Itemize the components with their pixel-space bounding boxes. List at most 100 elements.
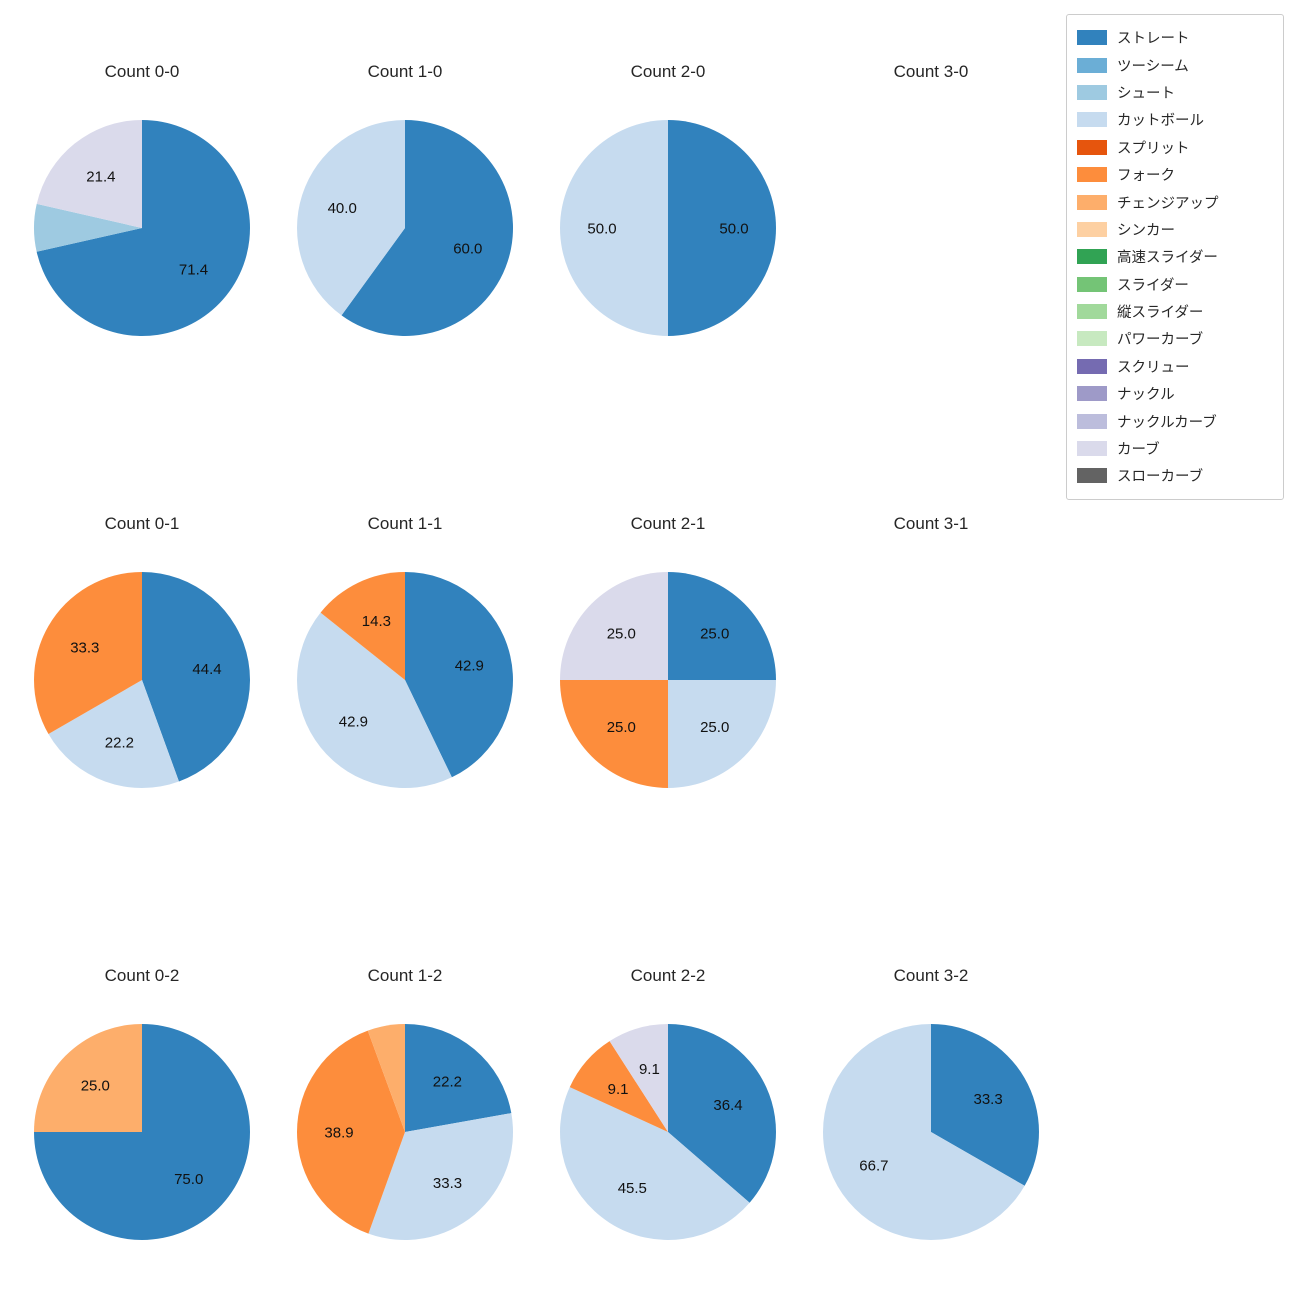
- pie-slice: [367, 1024, 405, 1132]
- pie-chart: 25.0 25.0 25.0 25.0: [560, 572, 776, 788]
- legend-item: チェンジアップ: [1077, 188, 1273, 215]
- legend-color-swatch: [1077, 304, 1107, 320]
- chart-title: Count 2-1: [630, 514, 706, 533]
- slice-value-label: 14.3: [362, 613, 391, 630]
- legend-label: ナックル: [1117, 387, 1175, 404]
- legend-label: ストレート: [1117, 31, 1190, 48]
- chart-title: Count 0-0: [104, 62, 180, 81]
- chart-title: Count 1-2: [367, 966, 443, 985]
- pie-slice: [320, 572, 405, 680]
- pie-chart: 22.2 33.3 38.9: [297, 1024, 513, 1241]
- pie-slice: [560, 572, 668, 680]
- legend-label: ナックルカーブ: [1117, 414, 1217, 431]
- legend-color-swatch: [1077, 358, 1107, 374]
- legend: ストレート ツーシーム シュート カットボール スプリット フォーク チェンジアップ シンカー…: [1066, 14, 1284, 500]
- legend-color-swatch: [1077, 57, 1107, 73]
- pie-slice: [668, 120, 776, 336]
- slice-value-label: 40.0: [328, 200, 357, 217]
- pie-chart-cell: Count 2-2 36.4 45.5 9.1 9.1: [537, 956, 799, 1252]
- pie-chart-cell: Count 0-0 71.4 21.4: [11, 52, 273, 348]
- pie-slice: [668, 572, 776, 680]
- slice-value-label: 21.4: [86, 169, 115, 186]
- legend-color-swatch: [1077, 386, 1107, 402]
- chart-title: Count 1-0: [367, 62, 443, 81]
- pie-chart: 60.0 40.0: [297, 120, 514, 336]
- pie-slice: [341, 120, 514, 336]
- pie-slice: [822, 1024, 1025, 1240]
- legend-label: パワーカーブ: [1117, 332, 1204, 349]
- legend-color-swatch: [1077, 112, 1107, 128]
- pie-slice: [297, 120, 405, 316]
- pie-slice: [560, 120, 668, 336]
- slice-value-label: 36.4: [713, 1097, 742, 1114]
- legend-label: スクリュー: [1117, 359, 1190, 376]
- pie-chart: 36.4 45.5 9.1 9.1: [560, 1024, 776, 1240]
- legend-color-swatch: [1077, 276, 1107, 292]
- slice-value-label: 22.2: [433, 1074, 462, 1091]
- pie-slice: [297, 1030, 405, 1234]
- legend-item: シュート: [1077, 79, 1273, 106]
- slice-value-label: 50.0: [587, 220, 616, 237]
- legend-label: スローカーブ: [1117, 469, 1204, 486]
- pie-slice: [142, 572, 251, 782]
- legend-item: スライダー: [1077, 271, 1273, 298]
- pie-chart-cell: Count 2-1 25.0 25.0 25.0 25.0: [537, 504, 799, 800]
- legend-item: 高速スライダー: [1077, 243, 1273, 270]
- legend-label: シュート: [1117, 85, 1175, 102]
- pie-chart: 42.9 42.9 14.3: [296, 572, 513, 788]
- chart-title: Count 1-1: [367, 514, 443, 533]
- legend-label: 縦スライダー: [1117, 305, 1204, 322]
- slice-value-label: 60.0: [453, 241, 482, 258]
- pie-chart-cell: Count 3-1: [800, 504, 1062, 560]
- pie-chart-cell: Count 1-1 42.9 42.9 14.3: [274, 504, 536, 800]
- slice-value-label: 42.9: [339, 713, 368, 730]
- pie-slice: [560, 680, 668, 788]
- slice-value-label: 42.9: [455, 658, 484, 675]
- slice-value-label: 45.5: [618, 1180, 647, 1197]
- legend-item: シンカー: [1077, 216, 1273, 243]
- slice-value-label: 50.0: [719, 220, 748, 237]
- legend-label: スプリット: [1117, 140, 1190, 157]
- pie-chart: 75.0 25.0: [34, 1024, 250, 1240]
- legend-color-swatch: [1077, 441, 1107, 457]
- legend-item: フォーク: [1077, 161, 1273, 188]
- slice-value-label: 71.4: [179, 261, 208, 278]
- pie-chart-cell: Count 1-0 60.0 40.0: [274, 52, 536, 348]
- pie-chart-cell: Count 3-2 33.3 66.7: [800, 956, 1062, 1252]
- legend-color-swatch: [1077, 139, 1107, 155]
- pie-chart: 50.0 50.0: [560, 120, 776, 336]
- pie-chart-cell: Count 0-1 44.4 22.2 33.3: [11, 504, 273, 800]
- chart-title: Count 3-1: [893, 514, 969, 533]
- chart-title: Count 0-1: [104, 514, 180, 533]
- pie-slice: [36, 120, 142, 228]
- chart-title: Count 3-0: [893, 62, 969, 81]
- slice-value-label: 33.3: [433, 1175, 462, 1192]
- pie-slice: [569, 1041, 668, 1132]
- legend-label: シンカー: [1117, 222, 1175, 239]
- legend-label: 高速スライダー: [1117, 250, 1218, 267]
- slice-value-label: 25.0: [607, 719, 636, 736]
- legend-item: スプリット: [1077, 134, 1273, 161]
- pie-slice: [368, 1113, 513, 1241]
- pie-chart-cell: Count 1-2 22.2 33.3 38.9: [274, 956, 536, 1252]
- pie-chart-cell: Count 3-0: [800, 52, 1062, 108]
- slice-value-label: 9.1: [639, 1061, 660, 1078]
- slice-value-label: 33.3: [973, 1091, 1002, 1108]
- pie-slice: [668, 680, 776, 788]
- pie-chart: 71.4 21.4: [33, 120, 250, 336]
- legend-label: フォーク: [1117, 168, 1175, 185]
- chart-title: Count 2-0: [630, 62, 706, 81]
- slice-value-label: 25.0: [81, 1078, 110, 1095]
- pie-chart-cell: Count 0-2 75.0 25.0: [11, 956, 273, 1252]
- pie-slice: [668, 1024, 776, 1203]
- legend-color-swatch: [1077, 413, 1107, 429]
- chart-title: Count 0-2: [104, 966, 180, 985]
- slice-value-label: 38.9: [324, 1124, 353, 1141]
- pie-slice: [36, 120, 250, 336]
- slice-value-label: 25.0: [607, 626, 636, 643]
- pie-slice: [560, 1087, 750, 1240]
- pie-slice: [405, 1024, 512, 1132]
- pie-chart-cell: Count 2-0 50.0 50.0: [537, 52, 799, 348]
- slice-value-label: 25.0: [700, 626, 729, 643]
